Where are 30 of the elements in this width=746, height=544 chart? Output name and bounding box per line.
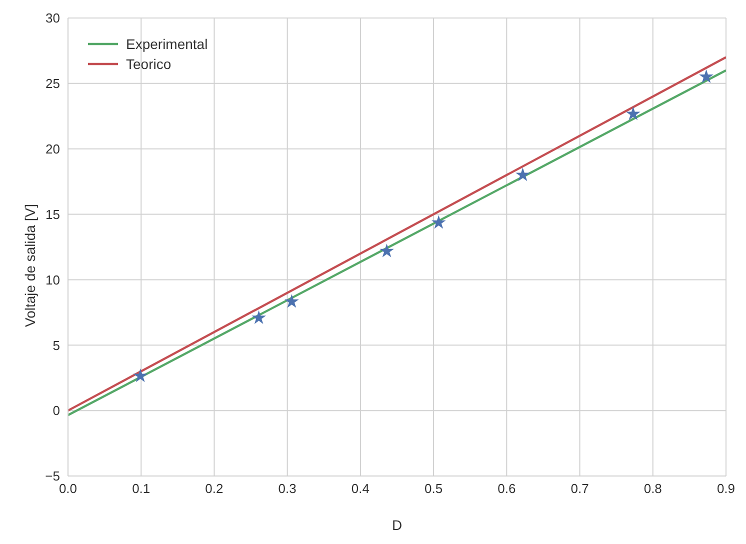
x-tick-label: 0.1 xyxy=(132,481,150,496)
y-tick-label: 15 xyxy=(46,206,60,222)
x-tick-label: 0.3 xyxy=(278,481,296,496)
point xyxy=(380,244,394,258)
point xyxy=(431,215,446,229)
point xyxy=(699,69,714,83)
y-tick-label: 30 xyxy=(46,10,60,26)
legend-label: Teorico xyxy=(126,56,172,72)
y-tick-label: 5 xyxy=(52,338,60,353)
y-tick-label: 20 xyxy=(46,141,60,156)
x-tick-label: 0.5 xyxy=(424,481,443,496)
x-tick-label: 0.7 xyxy=(570,481,589,496)
x-tick-label: 0.6 xyxy=(498,481,516,496)
y-tick-label: 10 xyxy=(46,272,60,288)
y-tick-label: 0 xyxy=(52,403,60,418)
point xyxy=(516,167,530,182)
x-tick-label: 0.2 xyxy=(205,481,224,496)
y-tick-label: 25 xyxy=(46,76,60,92)
x-tick-label: 0.4 xyxy=(351,481,370,496)
legend-label: Experimental xyxy=(126,36,208,52)
point xyxy=(626,106,640,120)
x-tick-label: 0.9 xyxy=(716,481,736,496)
point xyxy=(284,294,299,308)
x-tick-label: 0.0 xyxy=(58,481,78,496)
x-axis-title: D xyxy=(392,517,402,533)
point xyxy=(133,368,148,382)
y-tick-label: −5 xyxy=(45,468,60,484)
x-tick-label: 0.8 xyxy=(644,481,662,496)
point xyxy=(252,310,266,324)
y-axis-title: Voltaje de salida [V] xyxy=(22,204,38,327)
